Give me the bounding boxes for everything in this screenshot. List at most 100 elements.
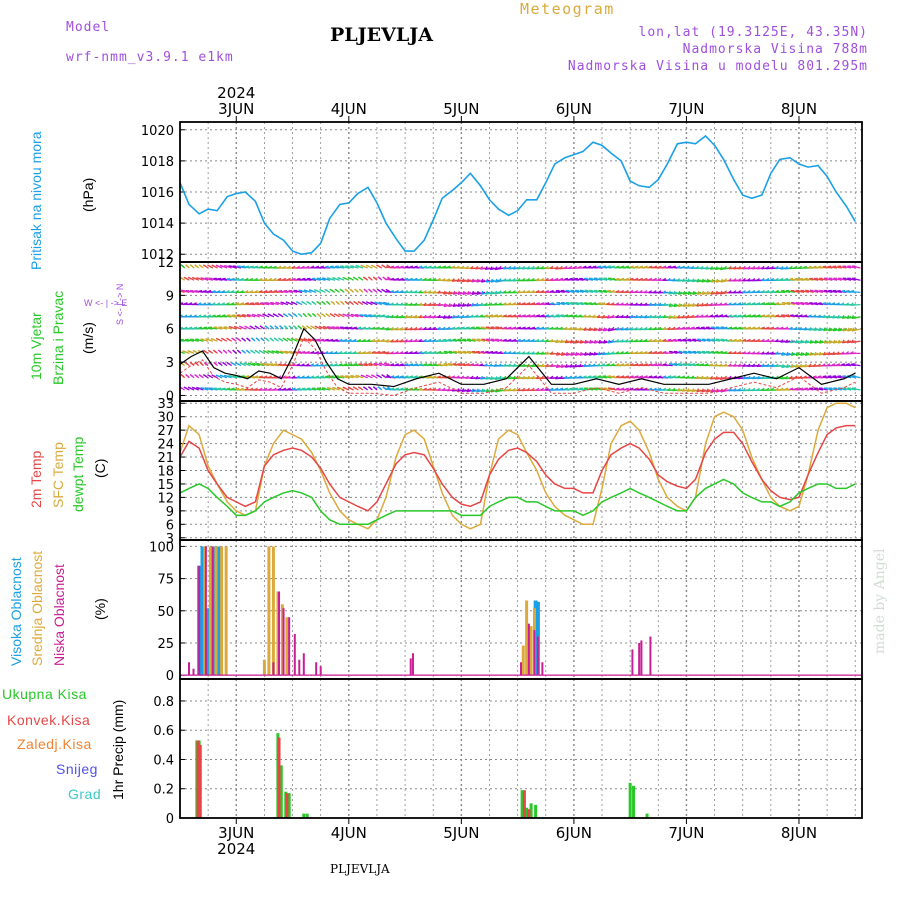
wind-arrow-head: [355, 374, 360, 377]
wind-arrow-head: [250, 302, 254, 305]
wind-arrow-head: [200, 338, 205, 341]
wind-arrow-head: [775, 277, 779, 281]
bar-low-cloud: [198, 565, 201, 676]
wind-arrow-head: [634, 375, 639, 378]
wind-arrow-head: [254, 375, 259, 378]
y-tick-label: 6: [166, 323, 174, 338]
wind-arrow-head: [573, 326, 577, 331]
wind-arrow-head: [798, 314, 803, 317]
wind-arrow-head: [662, 302, 666, 306]
wind-arrow-head: [793, 375, 798, 379]
wind-arrow-head: [615, 302, 620, 306]
wind-arrow-head: [480, 388, 484, 393]
wind-arrow-head: [846, 363, 850, 366]
wind-arrow-head: [451, 278, 455, 282]
wind-arrow-head: [812, 265, 817, 268]
wind-arrow-head: [770, 277, 774, 281]
wind-arrow-head: [790, 351, 794, 356]
wind-arrow-head: [221, 289, 226, 293]
wind-arrow-head: [385, 289, 390, 293]
wind-arrow-head: [447, 314, 451, 319]
wind-arrow-head: [216, 314, 221, 317]
wind-arrow-head: [672, 314, 676, 319]
wind-arrow-head: [841, 289, 846, 292]
wind-arrow-head: [545, 265, 549, 270]
wind-arrow-head: [671, 278, 676, 282]
top-day-label: 4JUN: [331, 100, 367, 118]
wind-arrow-head: [175, 339, 178, 340]
wind-arrow-head: [503, 338, 507, 342]
wind-arrow-head: [658, 363, 662, 366]
wind-arrow-head: [461, 388, 465, 392]
wind-arrow-head: [216, 302, 221, 306]
wind-arrow-head: [442, 265, 447, 268]
wind-arrow-head: [559, 277, 564, 281]
wind-arrow-head: [235, 362, 239, 365]
wind-arrow-head: [536, 302, 540, 305]
wind-arrow-head: [516, 351, 521, 355]
wind-arrow-head: [325, 338, 329, 341]
wind-arrow-head: [348, 351, 352, 354]
wind-arrow-head: [475, 388, 479, 393]
wind-arrow-head: [696, 326, 700, 329]
wind-arrow-head: [531, 338, 535, 342]
wind-arrow-head: [657, 302, 662, 306]
bar-mid-cloud: [271, 546, 275, 676]
wind-arrow: [678, 303, 687, 308]
wind-arrow-head: [574, 351, 578, 356]
wind-arrow-head: [531, 289, 535, 293]
wind-arrow-head: [363, 276, 367, 280]
wind-arrow-head: [526, 302, 531, 305]
wind-arrow-head: [385, 363, 390, 366]
top-day-label: 3JUN: [218, 100, 254, 118]
wind-arrow: [833, 340, 842, 344]
wind-arrow-head: [682, 303, 686, 307]
wind-arrow-head: [714, 363, 718, 367]
wind-arrow-head: [648, 375, 653, 378]
wind-arrow-head: [183, 302, 188, 305]
wind-arrow-head: [563, 265, 568, 270]
wind-arrow-head: [441, 277, 446, 282]
wind-arrow-head: [235, 387, 240, 391]
wind-arrow: [823, 328, 833, 332]
wind-arrow-head: [611, 375, 615, 378]
wind-arrow-head: [732, 302, 737, 305]
wind-arrow: [710, 377, 720, 380]
wind-arrow: [678, 291, 687, 295]
wind-arrow-head: [207, 289, 212, 293]
wind-arrow-head: [227, 349, 232, 353]
wind-arrow-head: [667, 265, 672, 268]
wind-arrow-head: [737, 302, 742, 305]
wind-arrow-head: [456, 278, 460, 282]
wind-arrow-head: [390, 339, 394, 343]
wind-arrow: [833, 328, 842, 332]
wind-arrow-head: [409, 375, 414, 378]
wind-arrow: [823, 340, 833, 344]
wind-arrow-head: [502, 290, 507, 294]
wind-arrow-head: [625, 375, 630, 378]
wind-arrow-head: [512, 326, 517, 329]
wind-arrow-head: [629, 290, 634, 293]
wind-arrow-head: [643, 338, 648, 342]
wind-arrow-head: [615, 314, 620, 318]
wind-arrow-head: [322, 325, 327, 329]
wind-arrow-head: [233, 325, 238, 329]
bar-mid-cloud: [214, 546, 218, 676]
wind-arrow-head: [408, 338, 413, 342]
wind-arrow-head: [781, 364, 784, 368]
wind-arrow-head: [615, 387, 620, 390]
wind-arrow-head: [372, 276, 377, 280]
wind-arrow-head: [704, 314, 709, 318]
wind-arrow-head: [442, 290, 446, 295]
wind-arrow-head: [742, 338, 747, 342]
wind-arrow-head: [269, 363, 273, 365]
wind-arrow-head: [522, 314, 526, 317]
wind-arrow-head: [634, 277, 639, 281]
wind-arrow-head: [761, 289, 765, 293]
wind-arrow-head: [479, 266, 484, 270]
wind-arrow-head: [329, 288, 334, 292]
wind-arrow-head: [244, 387, 249, 391]
wind-arrow-head: [779, 326, 784, 330]
wind-arrow-head: [507, 351, 512, 354]
wind-arrow-head: [432, 277, 437, 281]
